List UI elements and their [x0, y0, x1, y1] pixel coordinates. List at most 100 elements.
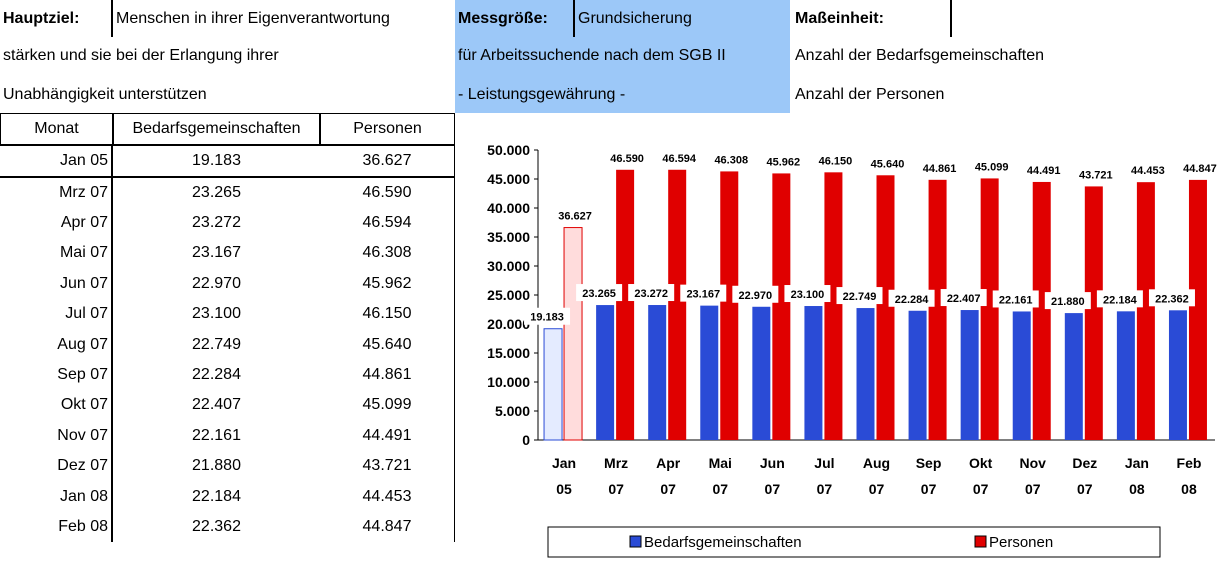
goal-line: Unabhängigkeit unterstützen: [3, 85, 207, 103]
y-tick-label: 45.000: [487, 171, 530, 187]
data-label-box: [864, 154, 911, 172]
data-label-box: [708, 150, 755, 168]
table-cell: 44.861: [320, 359, 455, 391]
data-label-text: 45.962: [767, 156, 801, 168]
column-header: Personen: [320, 113, 455, 145]
table-cell: 45.640: [320, 329, 455, 360]
bar: [1168, 310, 1187, 440]
data-label-text: 22.161: [999, 294, 1033, 306]
table-cell: 22.284: [192, 365, 241, 383]
data-label-box: [576, 284, 623, 302]
data-label-text: 44.861: [923, 163, 957, 175]
data-label: 23.272: [628, 284, 675, 302]
table-cell: 22.161: [192, 426, 241, 444]
x-tick-label: Mai 07: [709, 455, 732, 497]
bar: [752, 306, 771, 440]
data-label: 22.970: [732, 285, 779, 303]
data-label: 45.099: [968, 157, 1015, 175]
data-label-box: [732, 285, 779, 303]
bar: [804, 306, 823, 440]
month-cell: Okt 07: [0, 390, 113, 421]
data-label-box: [680, 284, 727, 302]
data-label: 22.749: [836, 287, 883, 305]
measure-label: Messgröße:: [455, 0, 575, 37]
month-cell: Jan 05: [0, 145, 113, 178]
unit-label: Maßeinheit:: [792, 0, 952, 37]
data-label-text: 36.627: [558, 211, 592, 223]
data-label-text: 46.308: [714, 154, 748, 166]
data-label: 44.491: [1020, 160, 1067, 178]
x-tick-label: Sep 07: [916, 455, 942, 497]
bar: [543, 328, 563, 441]
data-label: 19.183: [524, 307, 571, 325]
x-tick-label: Jan 05: [552, 455, 576, 497]
table-cell: 43.721: [320, 451, 455, 482]
data-label-text: 23.167: [686, 289, 720, 301]
y-tick-label: 10.000: [487, 374, 530, 390]
data-label-box: [812, 151, 859, 169]
month-cell: Feb 08: [0, 511, 113, 543]
x-tick-label: Mrz 07: [604, 455, 628, 497]
month-cell: Sep 07: [0, 359, 113, 391]
chart: 0 5.000 10.000 15.000 20.000 25.000 30.000 35.0…: [487, 142, 1221, 558]
bar: [1064, 313, 1083, 440]
table-cell: 44.491: [320, 420, 455, 451]
y-tick-label: 50.000: [487, 142, 530, 158]
table-cell: 46.150: [320, 299, 455, 330]
data-label: 36.627: [552, 206, 599, 224]
data-label-box: [968, 157, 1015, 175]
table-cell: 19.183: [113, 145, 320, 178]
table-cell: 23.272: [192, 213, 241, 231]
month-cell: Jan 08: [0, 481, 113, 512]
bar: [648, 305, 667, 440]
measure-line: Grundsicherung: [578, 9, 692, 27]
data-label-box: [784, 285, 831, 303]
y-tick-label: 15.000: [487, 345, 530, 361]
data-label-text: 44.847: [1183, 163, 1217, 175]
data-label: 46.308: [708, 150, 755, 168]
table-cell: 44.453: [320, 481, 455, 512]
column-header: Monat: [0, 113, 113, 145]
data-label-box: [1044, 292, 1091, 310]
legend-swatch: [629, 535, 642, 548]
data-label-text: 46.590: [610, 153, 644, 165]
data-label-text: 22.407: [947, 293, 981, 305]
data-label-box: [992, 290, 1039, 308]
goal-label: Hauptziel:: [0, 0, 113, 37]
data-label-box: [552, 206, 599, 224]
goal-line: stärken und sie bei der Erlangung ihrer: [3, 46, 279, 64]
data-label-text: 22.970: [739, 290, 773, 302]
y-tick-label: 40.000: [487, 200, 530, 216]
bar: [960, 310, 979, 440]
month-cell: Nov 07: [0, 420, 113, 451]
data-label: 46.594: [656, 148, 703, 166]
bar: [596, 305, 615, 440]
table-cell: 46.590: [320, 177, 455, 208]
table-cell: 22.362: [192, 517, 241, 535]
data-label-box: [940, 289, 987, 307]
data-label-text: 45.640: [871, 158, 905, 170]
data-label-text: 21.880: [1051, 296, 1085, 308]
bar: [1012, 311, 1031, 440]
month-cell: Dez 07: [0, 451, 113, 482]
table-cell: 22.749: [192, 335, 241, 353]
table-cell: 22.407: [192, 396, 241, 414]
y-tick-label: 25.000: [487, 287, 530, 303]
bar: [876, 175, 895, 440]
data-label: 22.161: [992, 290, 1039, 308]
bar: [616, 169, 635, 440]
table-cell: 46.594: [320, 207, 455, 239]
data-label: 46.590: [604, 148, 651, 166]
data-label-text: 23.100: [791, 289, 825, 301]
x-tick-label: Jun 07: [760, 455, 785, 497]
table-cell: 45.099: [320, 390, 455, 421]
table-cell: 22.970: [192, 274, 241, 292]
data-label-box: [1124, 161, 1171, 179]
bar: [824, 172, 843, 440]
data-label-text: 22.749: [843, 291, 877, 303]
table-cell: 23.167: [192, 244, 241, 262]
bar: [1188, 179, 1207, 440]
bar: [980, 178, 999, 441]
data-label: 22.184: [1096, 290, 1143, 308]
